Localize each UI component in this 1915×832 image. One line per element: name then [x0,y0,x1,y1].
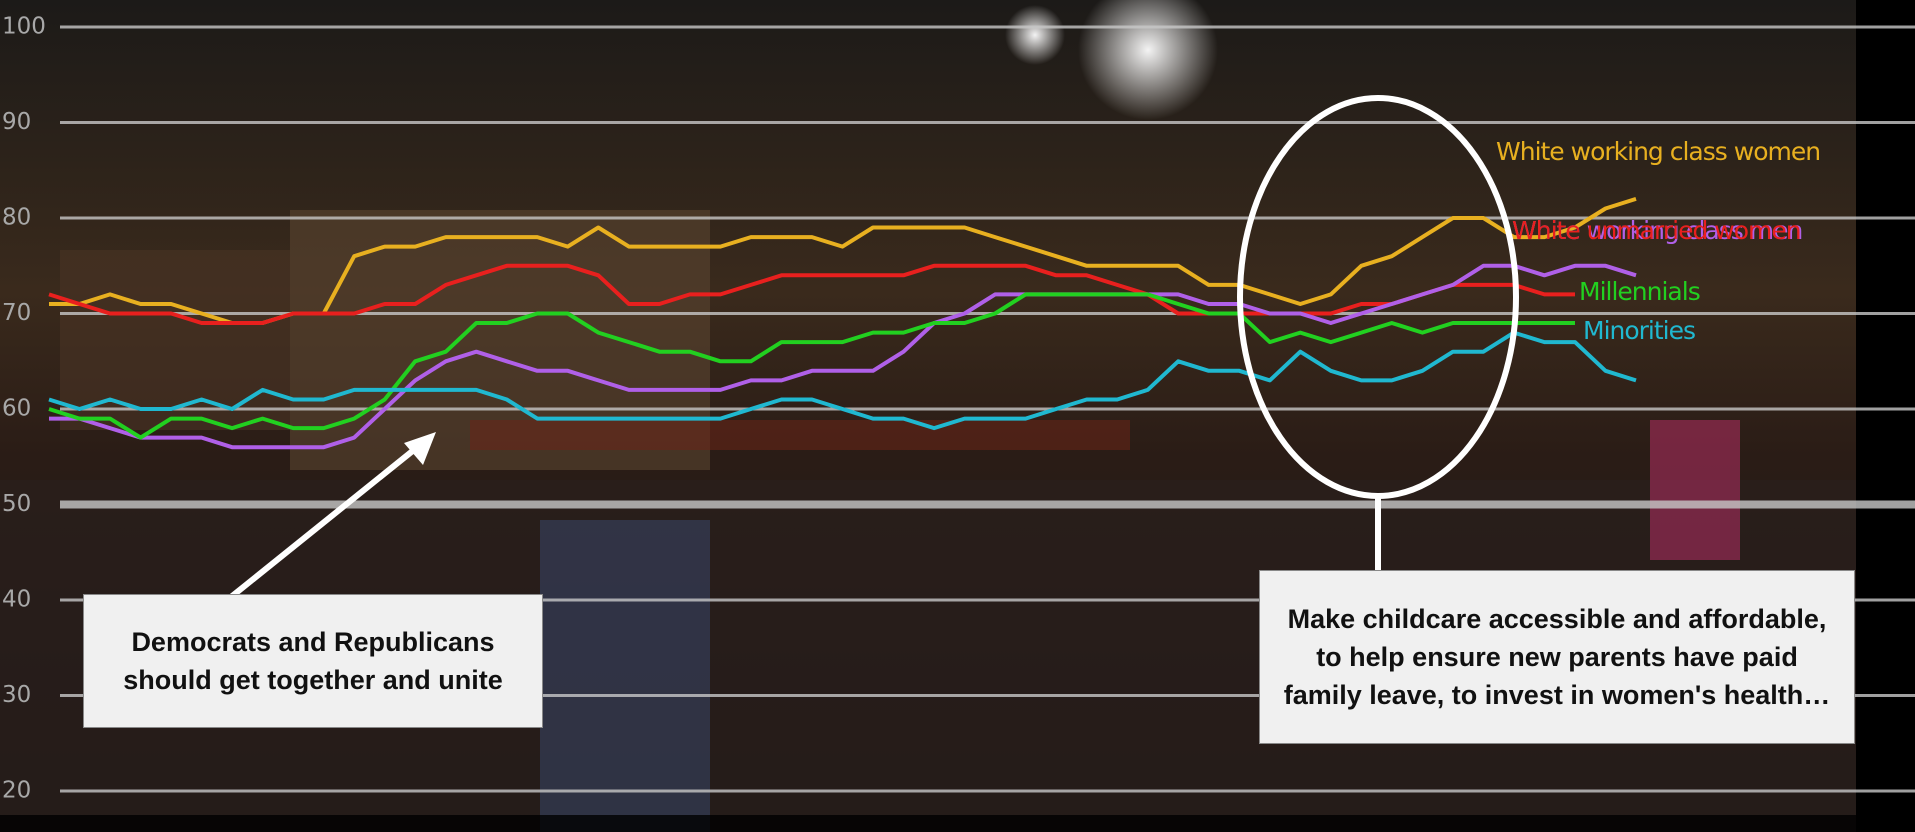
y-tick-label: 80 [2,205,31,231]
y-tick-label: 50 [2,491,31,517]
y-tick-label: 90 [2,109,31,135]
y-tick-label: 30 [2,682,31,708]
y-tick-label: 20 [2,778,31,804]
series-label: Millennials [1579,277,1700,306]
series-label: White working class women [1496,137,1820,166]
y-tick-label: 100 [2,14,46,40]
y-tick-label: 70 [2,300,31,326]
annotation-box: Make childcare accessible and affordable… [1259,570,1855,744]
y-tick-label: 40 [2,587,31,613]
series-label: White unmarried women [1512,216,1801,245]
y-tick-label: 60 [2,396,31,422]
annotation-box: Democrats and Republicans should get tog… [83,594,543,728]
series-label: Minorities [1583,316,1695,345]
page: 20 30 40 50 60 70 80 90 100 White working class … [0,0,1915,832]
